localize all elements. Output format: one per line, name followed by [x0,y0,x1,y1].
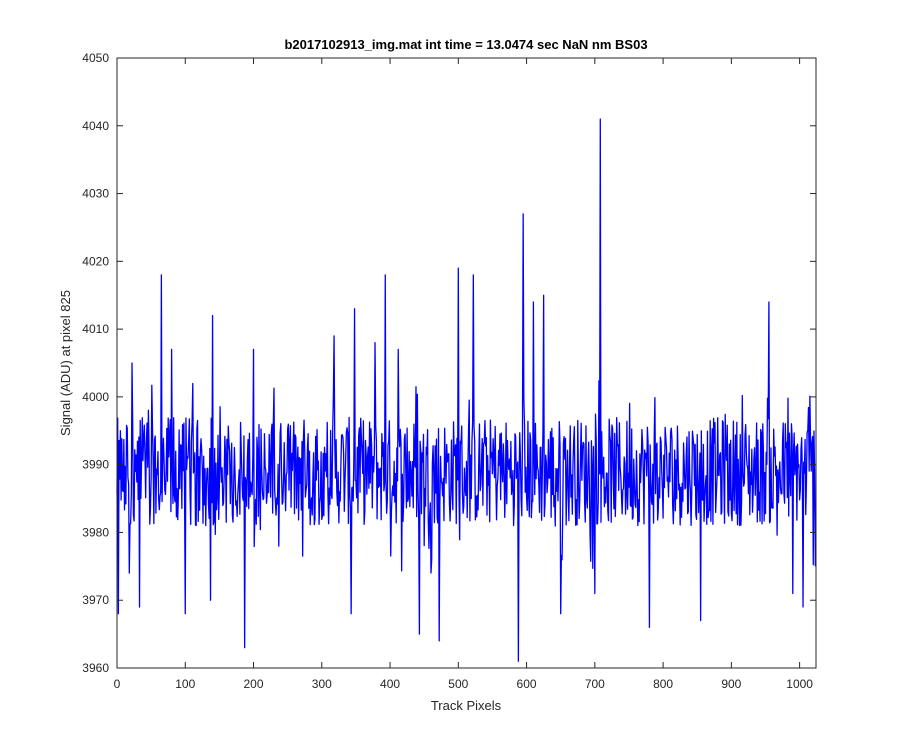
x-tick-label: 0 [114,677,121,691]
series-layer [116,118,816,662]
x-tick-label: 100 [175,677,195,691]
series-line [116,118,816,662]
y-tick-label: 4040 [82,119,109,133]
x-tick-label: 600 [517,677,537,691]
y-axis-label: Signal (ADU) at pixel 825 [58,290,73,436]
x-axis: 0 100 200 300 400 500 600 700 800 900 1000 [114,58,813,691]
x-tick-label: 200 [244,677,264,691]
chart-title: b2017102913_img.mat int time = 13.0474 s… [284,37,647,52]
axes-box [116,57,817,669]
y-tick-label: 4030 [82,187,109,201]
x-tick-label: 300 [312,677,332,691]
y-tick-label: 3970 [82,593,109,607]
y-tick-label: 4000 [82,390,109,404]
y-tick-label: 3960 [82,661,109,675]
x-tick-label: 700 [585,677,605,691]
y-tick-label: 4050 [82,51,109,65]
y-axis: 3960 3970 3980 3990 4000 4010 4020 4030 4040 4050 [82,51,816,675]
y-tick-label: 4020 [82,254,109,268]
x-tick-label: 500 [448,677,468,691]
y-tick-label: 4010 [82,322,109,336]
x-tick-label: 900 [721,677,741,691]
y-tick-label: 3990 [82,458,109,472]
x-tick-label: 400 [380,677,400,691]
y-tick-label: 3980 [82,525,109,539]
x-tick-label: 1000 [786,677,813,691]
x-axis-label: Track Pixels [431,698,502,713]
plot-area [117,58,816,668]
x-tick-label: 800 [653,677,673,691]
